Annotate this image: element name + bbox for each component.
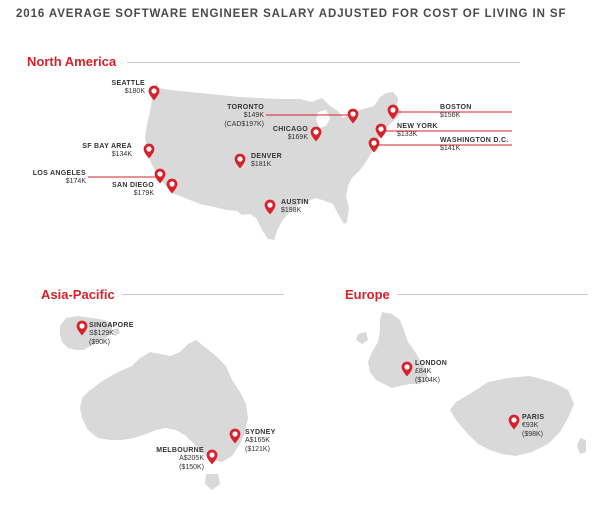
singapore-island [112,328,120,336]
tasmania [205,474,220,490]
city-name: MELBOURNE [156,447,204,454]
city-label-london: LONDON £84K ($104K) [415,360,447,385]
city-name: SYDNEY [245,429,276,436]
city-label-seattle: SEATTLE $180K [95,80,145,97]
city-name: TORONTO [227,104,264,111]
singapore-map [60,316,112,350]
city-usd-salary: ($121K) [245,445,270,453]
city-salary: A$165K [245,437,270,445]
city-salary: £84K [415,368,432,376]
city-usd-salary: ($150K) [179,463,204,471]
city-name: AUSTIN [281,199,309,206]
city-label-toronto: TORONTO $149K (CAD$197K) [200,104,264,129]
city-name: PARIS [522,414,545,421]
city-salary: €93K [522,422,539,430]
city-salary: $141K [440,145,461,153]
city-salary: $149K [243,112,264,120]
city-name: LONDON [415,360,448,367]
divider [122,294,284,295]
corsica [577,438,586,454]
city-usd-salary: ($98K) [522,430,544,438]
city-usd-salary: ($90K) [89,338,111,346]
city-local-salary: (CAD$197K) [224,120,264,128]
city-name: DENVER [251,153,282,160]
city-label-melbourne: MELBOURNE A$205K ($150K) [140,447,204,472]
city-salary: $169K [287,134,308,142]
city-salary: $133K [397,131,418,139]
city-usd-salary: ($104K) [415,376,440,384]
city-label-sf-bay-area: SF BAY AREA $134K [70,143,132,160]
city-label-boston: BOSTON $156K [440,104,472,121]
chart-title: 2016 AVERAGE SOFTWARE ENGINEER SALARY AD… [16,8,567,20]
city-name: WASHINGTON D.C. [440,137,509,144]
city-label-washington: WASHINGTON D.C. $141K [440,137,509,154]
city-salary: $174K [65,178,86,186]
city-label-denver: DENVER $181K [251,153,282,170]
city-salary: $156K [440,112,461,120]
city-salary: A$205K [179,455,204,463]
city-name: SEATTLE [111,80,145,87]
city-salary: $181K [251,161,272,169]
city-label-austin: AUSTIN $198K [281,199,309,216]
city-name: LOS ANGELES [32,170,86,177]
city-name: SINGAPORE [89,322,134,329]
divider [397,294,588,295]
australia-map [80,340,248,462]
map-pin-icon[interactable] [206,449,218,465]
city-name: SF BAY AREA [82,143,132,150]
city-label-chicago: CHICAGO $169K [260,126,308,143]
city-name: NEW YORK [397,123,438,130]
city-name: SAN DIEGO [112,182,154,189]
city-name: CHICAGO [272,126,308,133]
city-salary: S$129K [89,330,114,338]
city-label-paris: PARIS €93K ($98K) [522,414,544,439]
city-salary: $179K [133,190,154,198]
city-salary: $180K [124,88,145,96]
city-label-los-angeles: LOS ANGELES $174K [20,170,86,187]
northern-ireland [356,332,368,344]
region-title-asia-pacific: Asia-Pacific [41,287,115,302]
usa-map [145,82,402,240]
divider [127,62,520,63]
city-salary: $134K [111,151,132,159]
city-name: BOSTON [440,104,472,111]
region-title-europe: Europe [345,287,390,302]
city-label-san-diego: SAN DIEGO $179K [100,182,154,199]
city-label-singapore: SINGAPORE S$129K ($90K) [89,322,134,347]
region-title-north-america: North America [27,54,117,69]
uk-map [368,312,428,388]
city-label-sydney: SYDNEY A$165K ($121K) [245,429,276,454]
city-label-new-york: NEW YORK $133K [397,123,438,140]
city-salary: $198K [281,207,302,215]
